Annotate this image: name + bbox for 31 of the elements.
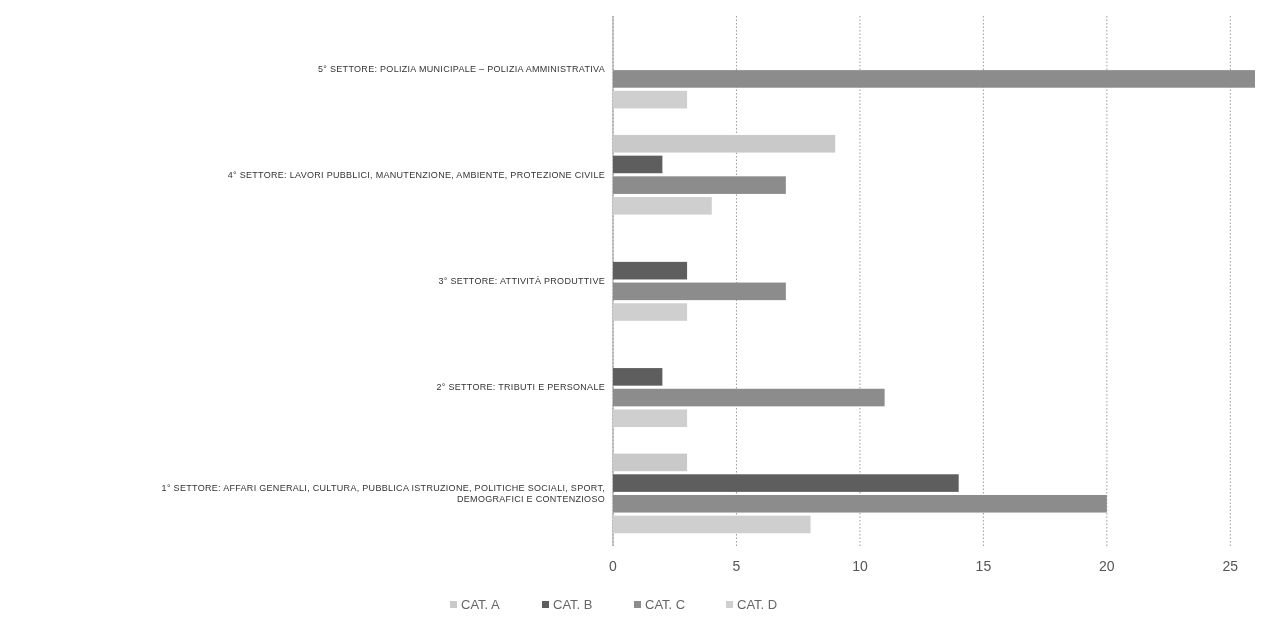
x-tick-label: 0 bbox=[609, 558, 618, 574]
legend-label: CAT. A bbox=[461, 597, 501, 612]
legend-label: CAT. C bbox=[645, 597, 686, 612]
bar bbox=[613, 388, 885, 407]
bar bbox=[613, 70, 1255, 88]
bar bbox=[613, 90, 688, 109]
bar bbox=[613, 282, 786, 301]
x-tick-label: 25 bbox=[1222, 558, 1239, 574]
bar bbox=[613, 261, 688, 280]
y-tick-label: 1° SETTORE: AFFARI GENERALI, CULTURA, PUBBLICA ISTRUZIONE, POLITICHE SOCIALI, SPORT, DEMOGRAFICI E CONTENZIOSO bbox=[161, 482, 605, 504]
bar bbox=[613, 155, 663, 174]
bar bbox=[613, 368, 663, 386]
y-tick-label: 5° SETTORE: POLIZIA MUNICIPALE – POLIZIA AMMINISTRATIVA bbox=[318, 63, 605, 74]
x-tick-label: 15 bbox=[975, 558, 992, 574]
legend-label: CAT. B bbox=[553, 597, 593, 612]
bar bbox=[613, 453, 688, 472]
legend-label: CAT. D bbox=[737, 597, 778, 612]
bar bbox=[613, 134, 836, 153]
x-tick-label: 10 bbox=[852, 558, 868, 574]
y-tick-label: 3° SETTORE: ATTIVITÀ PRODUTTIVE bbox=[438, 276, 605, 286]
bar bbox=[613, 197, 712, 215]
bar bbox=[613, 176, 786, 194]
bar bbox=[613, 303, 688, 321]
bar bbox=[613, 409, 688, 428]
bar bbox=[613, 474, 959, 492]
bar bbox=[613, 515, 811, 534]
x-tick-label: 20 bbox=[1099, 558, 1115, 574]
y-tick-label: 2° SETTORE: TRIBUTI E PERSONALE bbox=[436, 382, 605, 393]
x-tick-label: 5 bbox=[732, 558, 741, 574]
y-tick-label: 4° SETTORE: LAVORI PUBBLICI, MANUTENZIONE, AMBIENTE, PROTEZIONE CIVILE bbox=[227, 169, 605, 180]
bar bbox=[613, 494, 1107, 513]
